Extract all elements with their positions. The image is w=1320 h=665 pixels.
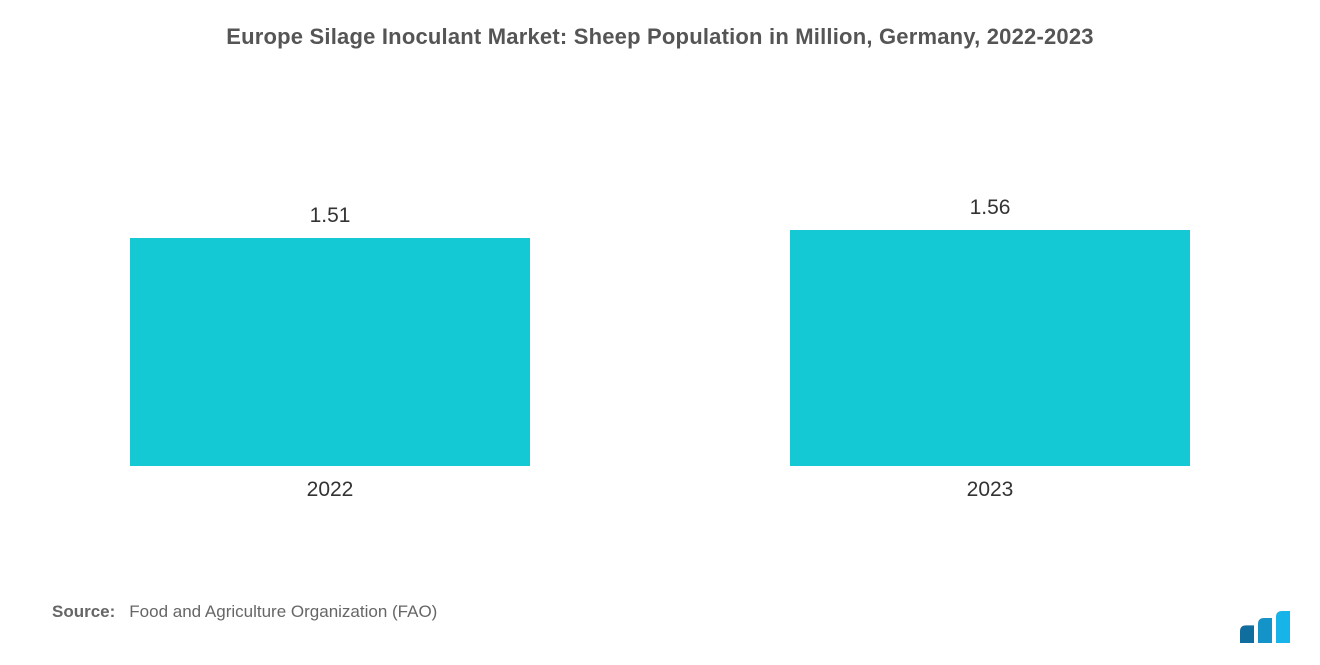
- x-axis-labels: 2022 2023: [130, 478, 1190, 502]
- bar-group-1: 1.56: [790, 196, 1190, 466]
- brand-logo-icon: [1240, 611, 1292, 643]
- bar-value-1: 1.56: [970, 196, 1011, 220]
- plot-area: 1.51 1.56: [130, 230, 1190, 466]
- logo-bars: [1240, 611, 1290, 643]
- source-line: Source: Food and Agriculture Organizatio…: [52, 602, 437, 622]
- bar-1: [790, 230, 1190, 466]
- bar-group-0: 1.51: [130, 204, 530, 466]
- x-label-1: 2023: [790, 478, 1190, 502]
- chart-container: Europe Silage Inoculant Market: Sheep Po…: [0, 0, 1320, 665]
- bar-0: [130, 238, 530, 466]
- x-label-0: 2022: [130, 478, 530, 502]
- bar-value-0: 1.51: [310, 204, 351, 228]
- source-text: Food and Agriculture Organization (FAO): [129, 602, 437, 622]
- source-label: Source:: [52, 602, 115, 622]
- chart-title: Europe Silage Inoculant Market: Sheep Po…: [0, 24, 1320, 50]
